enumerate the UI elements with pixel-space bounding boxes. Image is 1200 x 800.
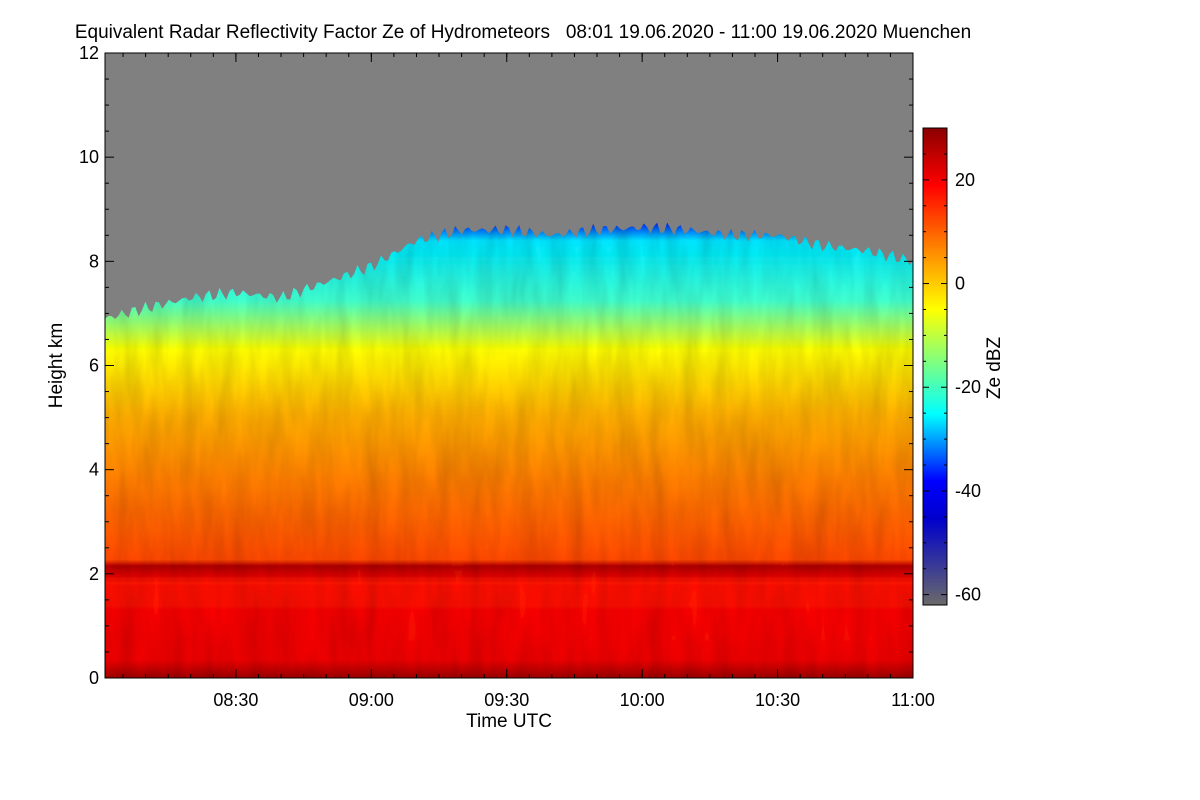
y-axis-title: Height km: [46, 323, 67, 409]
x-axis: 08:30 09:00 09:30 10:00 10:30 11:00: [122, 53, 935, 710]
plot-area: [105, 53, 913, 678]
colorbar-tick-label: -40: [955, 481, 981, 501]
chart-title: Equivalent Radar Reflectivity Factor Ze …: [74, 22, 972, 43]
x-tick-label: 09:30: [484, 690, 529, 710]
x-tick-label: 10:00: [620, 690, 665, 710]
colorbar-title: Ze dBZ: [984, 336, 1005, 399]
colorbar-tick-label: 20: [955, 170, 975, 190]
y-tick-label: 12: [79, 43, 99, 63]
colorbar: 20 0 -20 -40 -60 Ze dBZ: [922, 127, 1005, 606]
y-tick-label: 10: [79, 147, 99, 167]
colorbar-tick-label: 0: [955, 274, 965, 294]
y-tick-label: 8: [89, 251, 99, 271]
y-tick-label: 6: [89, 356, 99, 376]
x-tick-label: 09:00: [349, 690, 394, 710]
x-tick-label: 08:30: [213, 690, 258, 710]
y-tick-label: 4: [89, 460, 99, 480]
x-axis-title: Time UTC: [466, 711, 552, 732]
echo-region: [105, 222, 913, 678]
colorbar-ticks: 20 0 -20 -40 -60: [923, 127, 981, 605]
x-tick-label: 10:30: [755, 690, 800, 710]
y-axis: 0 2 4 6 8 10 12: [79, 43, 913, 688]
x-tick-label: 11:00: [891, 690, 935, 710]
y-tick-label: 2: [89, 564, 99, 584]
y-tick-label: 0: [89, 668, 99, 688]
colorbar-tick-label: -20: [955, 377, 981, 397]
colorbar-tick-label: -60: [955, 585, 981, 605]
colorbar-scale: [922, 127, 948, 606]
